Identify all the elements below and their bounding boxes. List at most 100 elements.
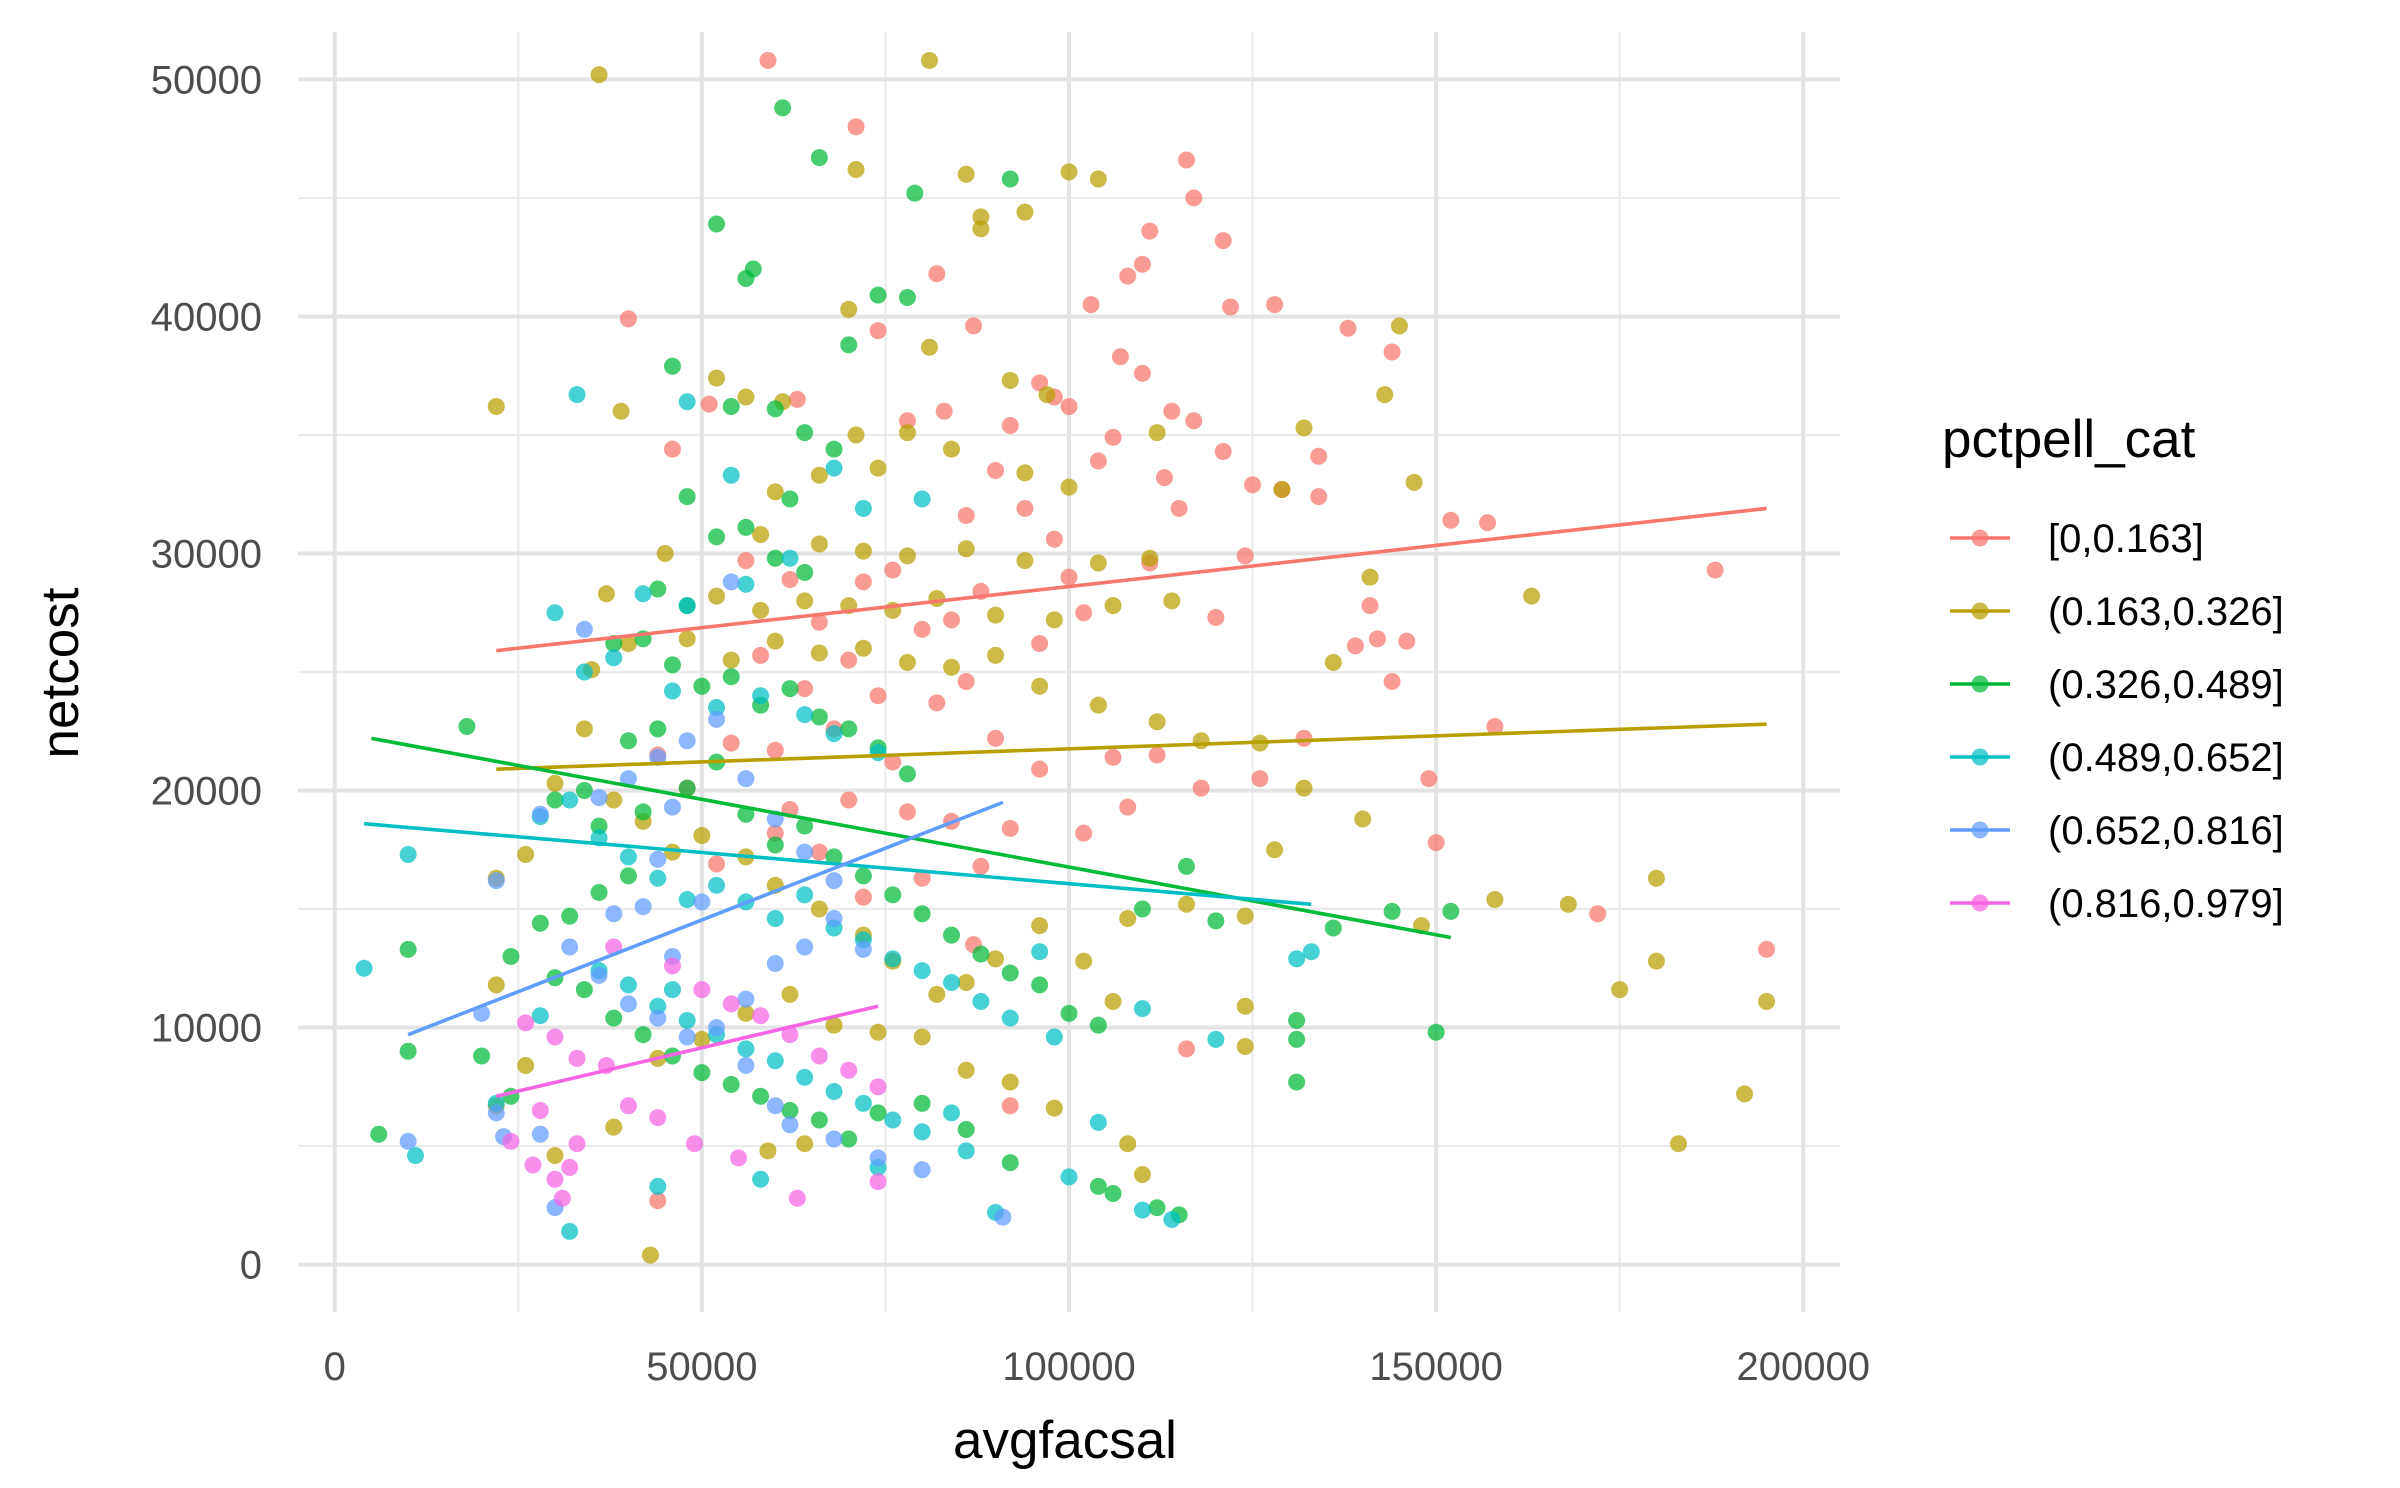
data-point bbox=[958, 673, 975, 690]
data-point bbox=[1061, 163, 1078, 180]
data-point bbox=[1611, 981, 1628, 998]
data-point bbox=[1134, 1202, 1151, 1219]
data-point bbox=[1075, 953, 1092, 970]
data-point bbox=[502, 1133, 519, 1150]
data-point bbox=[664, 358, 681, 375]
data-point bbox=[870, 1024, 887, 1041]
data-point bbox=[936, 403, 953, 420]
data-point bbox=[649, 851, 666, 868]
data-point bbox=[987, 462, 1004, 479]
data-point bbox=[679, 630, 696, 647]
data-point bbox=[1090, 554, 1107, 571]
data-point bbox=[657, 545, 674, 562]
data-point bbox=[1758, 993, 1775, 1010]
data-point bbox=[1736, 1085, 1753, 1102]
data-point bbox=[767, 742, 784, 759]
data-point bbox=[1648, 870, 1665, 887]
data-point bbox=[679, 1012, 696, 1029]
data-point bbox=[723, 398, 740, 415]
data-point bbox=[826, 910, 843, 927]
data-point bbox=[1207, 912, 1224, 929]
data-point bbox=[1670, 1135, 1687, 1152]
data-point bbox=[547, 1171, 564, 1188]
data-point bbox=[693, 981, 710, 998]
data-point bbox=[649, 870, 666, 887]
data-point bbox=[1090, 453, 1107, 470]
data-point bbox=[767, 1052, 784, 1069]
data-point bbox=[972, 220, 989, 237]
data-point bbox=[620, 848, 637, 865]
data-point bbox=[899, 765, 916, 782]
data-point bbox=[576, 621, 593, 638]
data-point bbox=[356, 960, 373, 977]
data-point bbox=[826, 1130, 843, 1147]
y-axis-title: netcost bbox=[31, 587, 90, 758]
data-point bbox=[517, 846, 534, 863]
data-point bbox=[591, 66, 608, 83]
data-point bbox=[1266, 296, 1283, 313]
data-point bbox=[605, 649, 622, 666]
data-point bbox=[870, 1104, 887, 1121]
data-point bbox=[400, 941, 417, 958]
data-point bbox=[1178, 858, 1195, 875]
legend-key-point bbox=[1972, 749, 1989, 766]
data-point bbox=[1119, 910, 1136, 927]
data-point bbox=[569, 386, 586, 403]
data-point bbox=[914, 905, 931, 922]
data-point bbox=[759, 52, 776, 69]
data-point bbox=[958, 507, 975, 524]
data-point bbox=[958, 974, 975, 991]
data-point bbox=[840, 1130, 857, 1147]
data-point bbox=[884, 950, 901, 967]
data-point bbox=[811, 901, 828, 918]
data-point bbox=[1523, 588, 1540, 605]
data-point bbox=[488, 1104, 505, 1121]
data-point bbox=[1090, 1017, 1107, 1034]
data-point bbox=[767, 400, 784, 417]
data-point bbox=[561, 1159, 578, 1176]
data-point bbox=[855, 889, 872, 906]
data-point bbox=[1163, 1211, 1180, 1228]
data-point bbox=[708, 1019, 725, 1036]
data-point bbox=[1105, 993, 1122, 1010]
data-point bbox=[737, 270, 754, 287]
data-point bbox=[1038, 386, 1055, 403]
data-point bbox=[928, 590, 945, 607]
x-tick-label: 0 bbox=[324, 1345, 346, 1389]
data-point bbox=[943, 974, 960, 991]
data-point bbox=[781, 680, 798, 697]
data-point bbox=[796, 706, 813, 723]
data-point bbox=[1031, 943, 1048, 960]
data-point bbox=[708, 856, 725, 873]
data-point bbox=[679, 393, 696, 410]
data-point bbox=[774, 99, 791, 116]
data-point bbox=[1362, 569, 1379, 586]
data-point bbox=[708, 370, 725, 387]
data-point bbox=[1193, 780, 1210, 797]
data-point bbox=[1031, 761, 1048, 778]
data-point bbox=[789, 1190, 806, 1207]
data-point bbox=[972, 993, 989, 1010]
legend-label: (0.816,0.979] bbox=[2048, 882, 2284, 926]
data-point bbox=[1193, 732, 1210, 749]
data-point bbox=[1061, 398, 1078, 415]
data-point bbox=[899, 654, 916, 671]
data-point bbox=[693, 893, 710, 910]
data-point bbox=[1031, 917, 1048, 934]
data-point bbox=[635, 803, 652, 820]
data-point bbox=[899, 289, 916, 306]
data-point bbox=[1119, 799, 1136, 816]
data-point bbox=[1384, 903, 1401, 920]
data-point bbox=[701, 396, 718, 413]
data-point bbox=[855, 941, 872, 958]
data-point bbox=[1288, 1074, 1305, 1091]
data-point bbox=[723, 668, 740, 685]
data-point bbox=[1075, 825, 1092, 842]
data-point bbox=[928, 694, 945, 711]
data-point bbox=[1061, 569, 1078, 586]
data-point bbox=[1215, 232, 1232, 249]
data-point bbox=[1105, 597, 1122, 614]
data-point bbox=[1141, 550, 1158, 567]
data-point bbox=[1105, 429, 1122, 446]
